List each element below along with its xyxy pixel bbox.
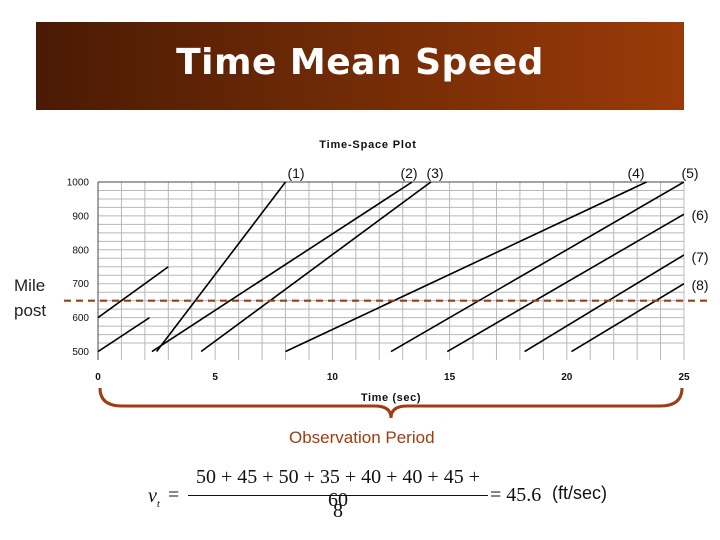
x-axis-label: Time (sec) (361, 392, 421, 404)
y-tick-label: 1000 (67, 178, 90, 189)
vehicle-trajectory-6 (285, 181, 647, 353)
formula-unit: (ft/sec) (552, 483, 608, 503)
x-tick-label: 5 (212, 372, 218, 383)
vehicle-label-1: (1) (287, 165, 304, 181)
vehicle-label-3: (3) (426, 165, 443, 181)
y-tick-label: 800 (72, 245, 89, 256)
vehicle-label-5: (5) (681, 165, 698, 181)
time-mean-speed-formula: vt = 50 + 45 + 50 + 35 + 40 + 40 + 45 + … (148, 466, 628, 532)
vehicle-label-4: (4) (627, 165, 644, 181)
x-tick-label: 15 (444, 372, 456, 383)
vehicle-trajectory-1 (155, 181, 287, 353)
vehicle-trajectory-8 (446, 213, 684, 353)
y-tick-label: 500 (72, 347, 89, 358)
vehicle-trajectory-5 (98, 316, 151, 353)
vehicle-label-7: (7) (691, 249, 708, 265)
slide-title: Time Mean Speed (176, 42, 544, 83)
formula-denominator: 8 (333, 500, 343, 522)
formula-fraction-bar (188, 495, 488, 496)
formula-result: = 45.6 (490, 484, 542, 506)
y-tick-label: 900 (72, 211, 89, 222)
vehicle-trajectory-9 (524, 254, 684, 353)
x-tick-label: 25 (678, 372, 690, 383)
vehicle-label-8: (8) (691, 277, 708, 293)
formula-equals: = (168, 484, 180, 506)
observation-period-brace (98, 387, 684, 419)
formula-lhs: vt (148, 485, 160, 510)
y-tick-label: 700 (72, 279, 89, 290)
mile-label: Mile (14, 276, 46, 295)
x-tick-label: 10 (327, 372, 339, 383)
title-banner: Time Mean Speed (36, 22, 684, 110)
formula-numerator: 50 + 45 + 50 + 35 + 40 + 40 + 45 + 60 (196, 466, 480, 511)
vehicle-label-2: (2) (400, 165, 417, 181)
vehicle-label-6: (6) (691, 207, 708, 223)
chart-title: Time-Space Plot (319, 139, 416, 151)
vehicle-trajectory-4 (200, 181, 432, 353)
x-tick-label: 0 (95, 372, 101, 383)
post-label: post (14, 301, 47, 320)
observation-period-label: Observation Period (289, 428, 435, 447)
vehicle-trajectory-7 (390, 181, 684, 353)
vehicle-trajectory-10 (571, 283, 684, 353)
x-tick-label: 20 (561, 372, 573, 383)
y-tick-label: 600 (72, 313, 89, 324)
vehicle-trajectory-3 (98, 266, 169, 319)
vehicle-trajectory-2 (151, 181, 413, 353)
